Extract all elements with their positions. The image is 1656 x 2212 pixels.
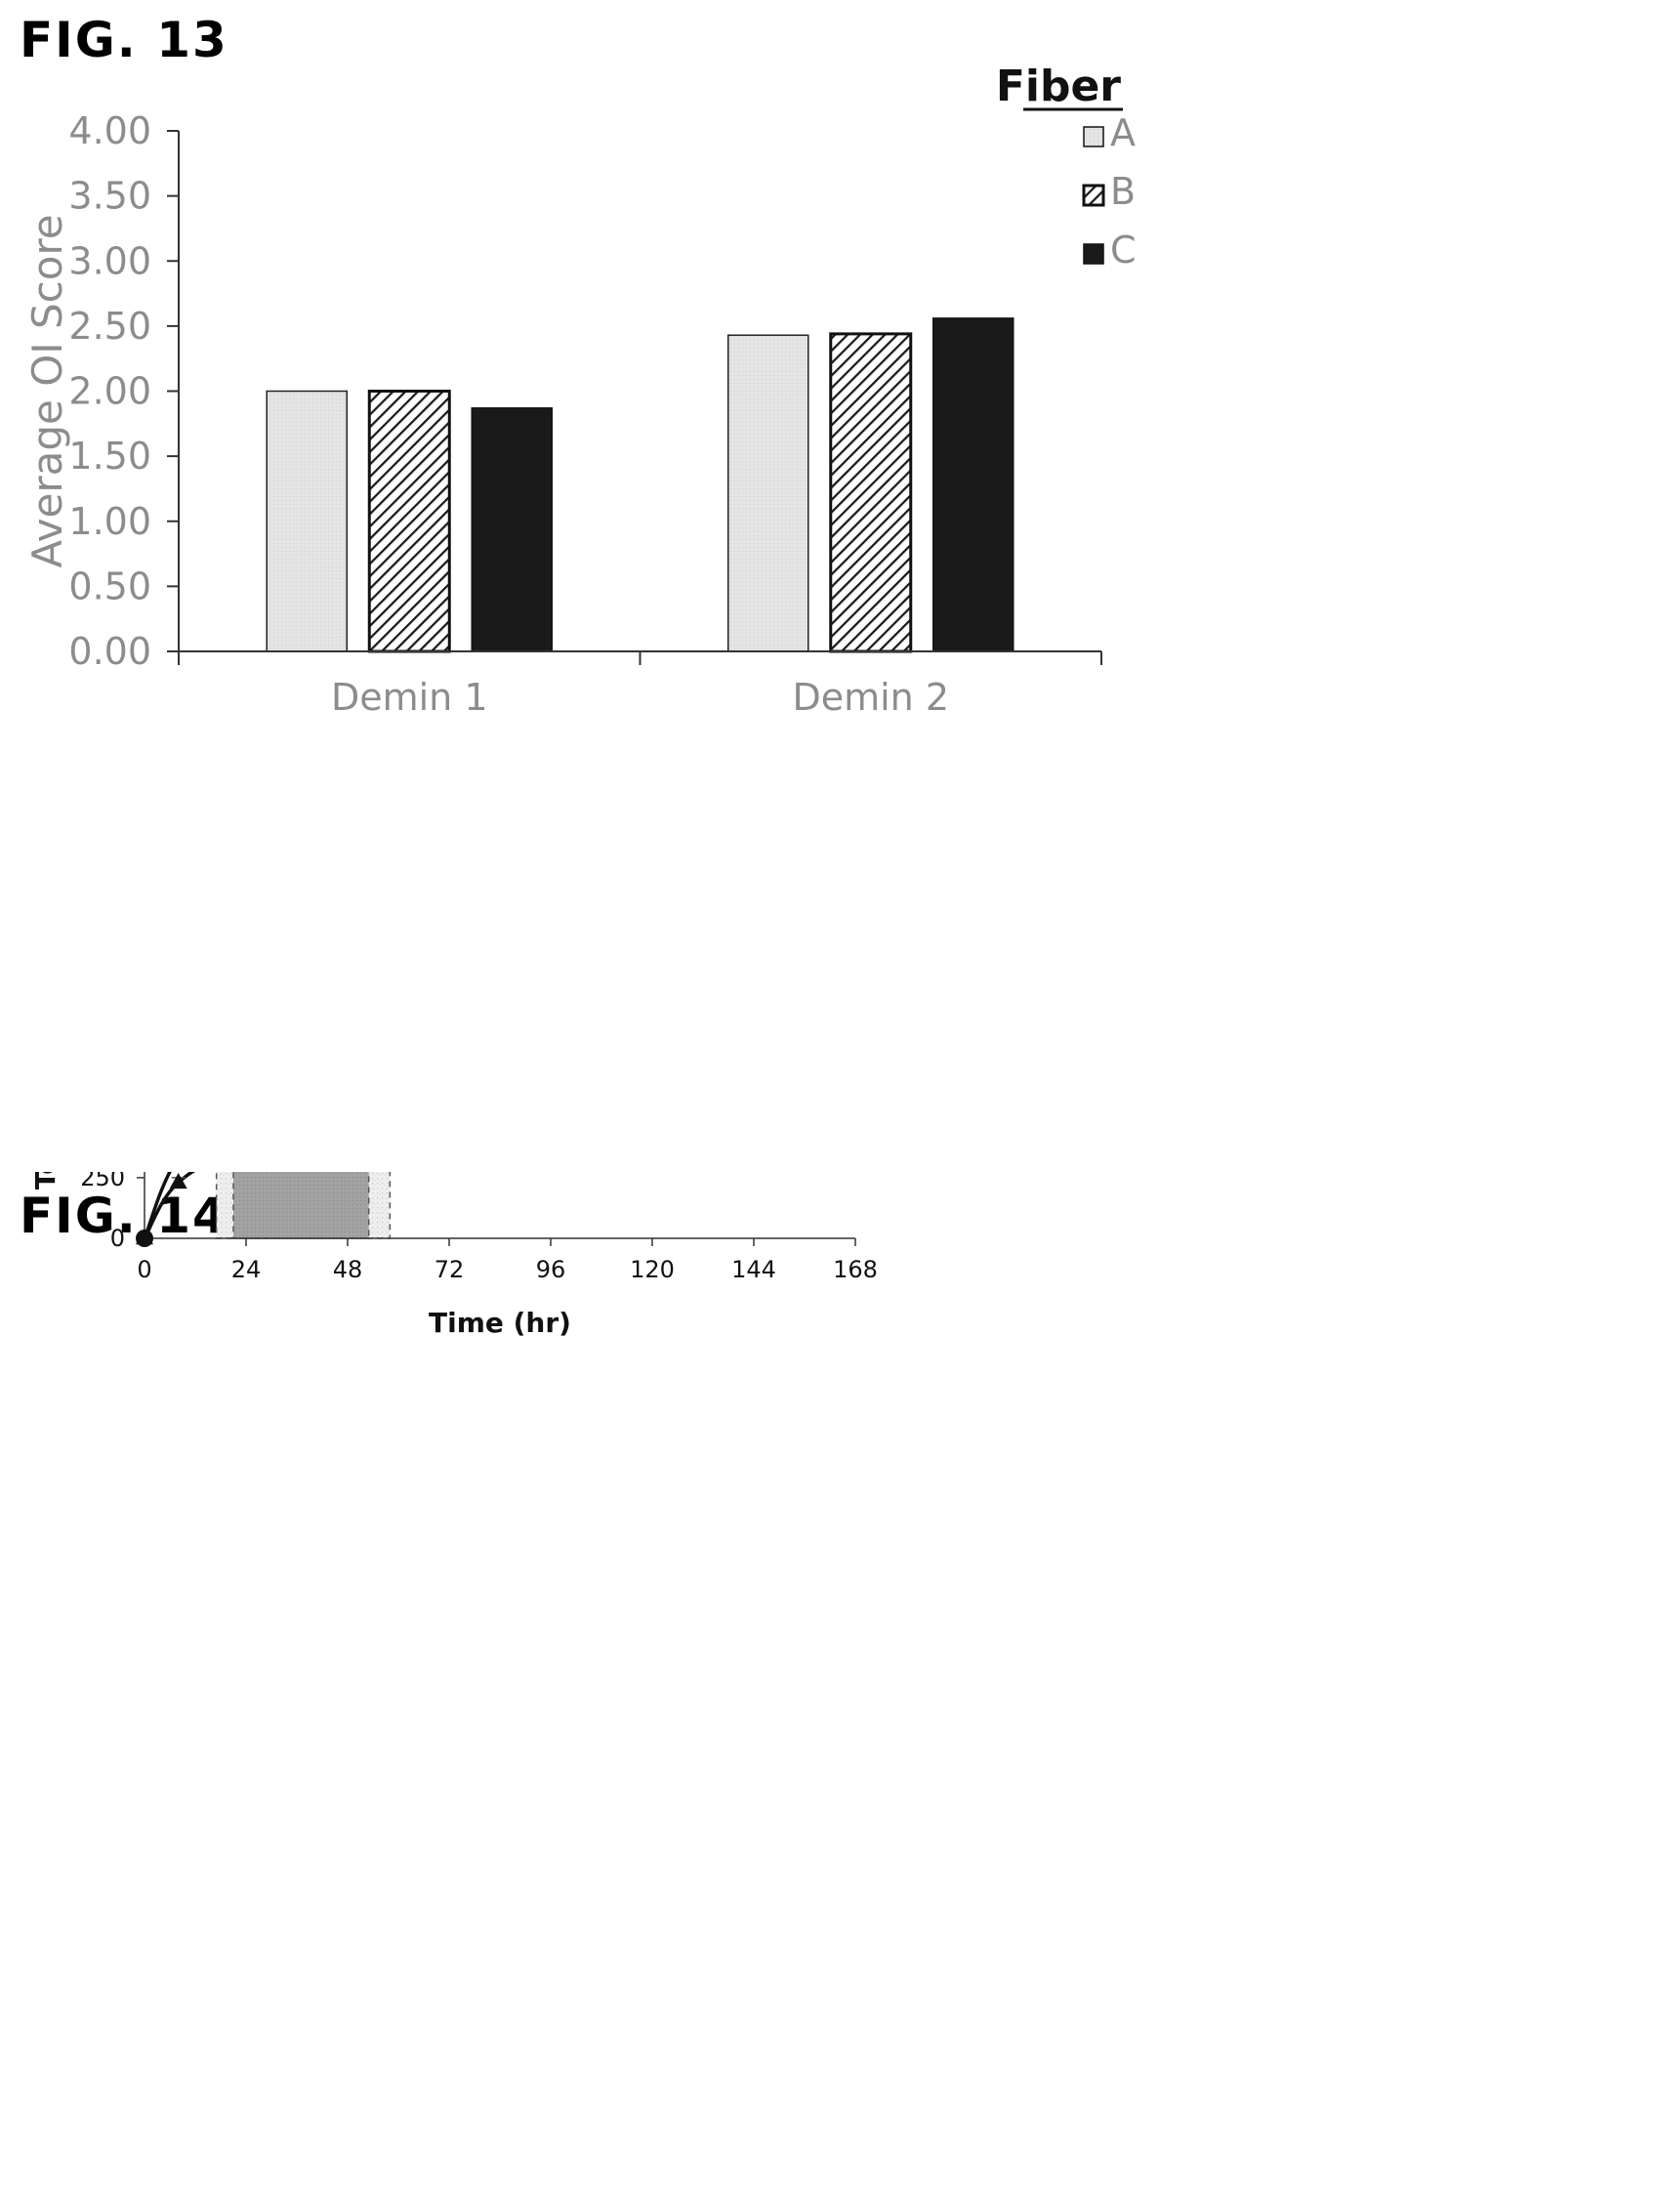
bar-a-1 xyxy=(266,390,348,652)
x-tick-label: 0 xyxy=(137,1256,151,1283)
x-tick-label: 96 xyxy=(536,1256,566,1283)
y-tick-label: 1.50 xyxy=(68,435,151,478)
legend-swatch-a xyxy=(1083,126,1104,147)
bar-c-2 xyxy=(932,317,1014,652)
x-axis-label: Time (hr) xyxy=(429,1307,571,1339)
x-tick-label: 48 xyxy=(333,1256,363,1283)
y-tick-label: 1.00 xyxy=(68,500,151,543)
y-tick-label: 0.00 xyxy=(68,630,151,673)
x-category-label: Demin 1 xyxy=(331,676,488,719)
bar-b-1 xyxy=(367,390,451,653)
legend-label-a: A xyxy=(1110,111,1136,154)
x-tick-label: 144 xyxy=(731,1256,776,1283)
y-tick-label: 4.00 xyxy=(68,109,151,152)
y-tick-label: 3.00 xyxy=(68,239,151,282)
y-tick-label: 2.00 xyxy=(68,370,151,413)
bar-c-1 xyxy=(471,407,553,652)
y-tick-label: 3.50 xyxy=(68,175,151,218)
figure-14-title: FIG. 14 xyxy=(20,1188,228,1244)
legend-label-b: B xyxy=(1110,170,1136,213)
y-tick-label: 0.50 xyxy=(68,564,151,607)
bar-a-2 xyxy=(727,334,809,652)
data-point-demin-2 xyxy=(136,1230,153,1247)
bar-b-2 xyxy=(829,332,913,653)
legend-title: Fiber xyxy=(996,62,1121,111)
figure-13-title: FIG. 13 xyxy=(20,12,228,68)
data-point-demin-1 xyxy=(169,1172,187,1189)
legend-swatch-c xyxy=(1083,243,1104,265)
y-tick-label: 2.50 xyxy=(68,305,151,348)
oi-score-bar-chart: 0.00 0.50 1.00 1.50 2.00 2.50 3.00 3.50 4.00 Demi… xyxy=(23,62,1137,719)
band-demin-1-θ-2 xyxy=(232,1172,370,1239)
bmp7-release-line-chart: Demin 1 θ1Demin 2 θ1Demin 1 θ2Demin 2 θ2… xyxy=(29,1172,878,1339)
x-tick-label: 120 xyxy=(630,1256,675,1283)
y-tick-label: 250 xyxy=(80,1172,125,1191)
x-tick-label: 168 xyxy=(833,1256,878,1283)
x-category-label: Demin 2 xyxy=(792,676,949,719)
y-axis-label: Total BMP-7 Content (pg) xyxy=(29,1172,62,1189)
y-tick-label: 0 xyxy=(110,1225,125,1252)
legend-label-c: C xyxy=(1110,229,1137,271)
x-tick-label: 72 xyxy=(435,1256,465,1283)
y-axis-label: Average OI Score xyxy=(23,214,71,567)
legend-swatch-b xyxy=(1082,184,1105,207)
x-tick-label: 24 xyxy=(231,1256,262,1283)
